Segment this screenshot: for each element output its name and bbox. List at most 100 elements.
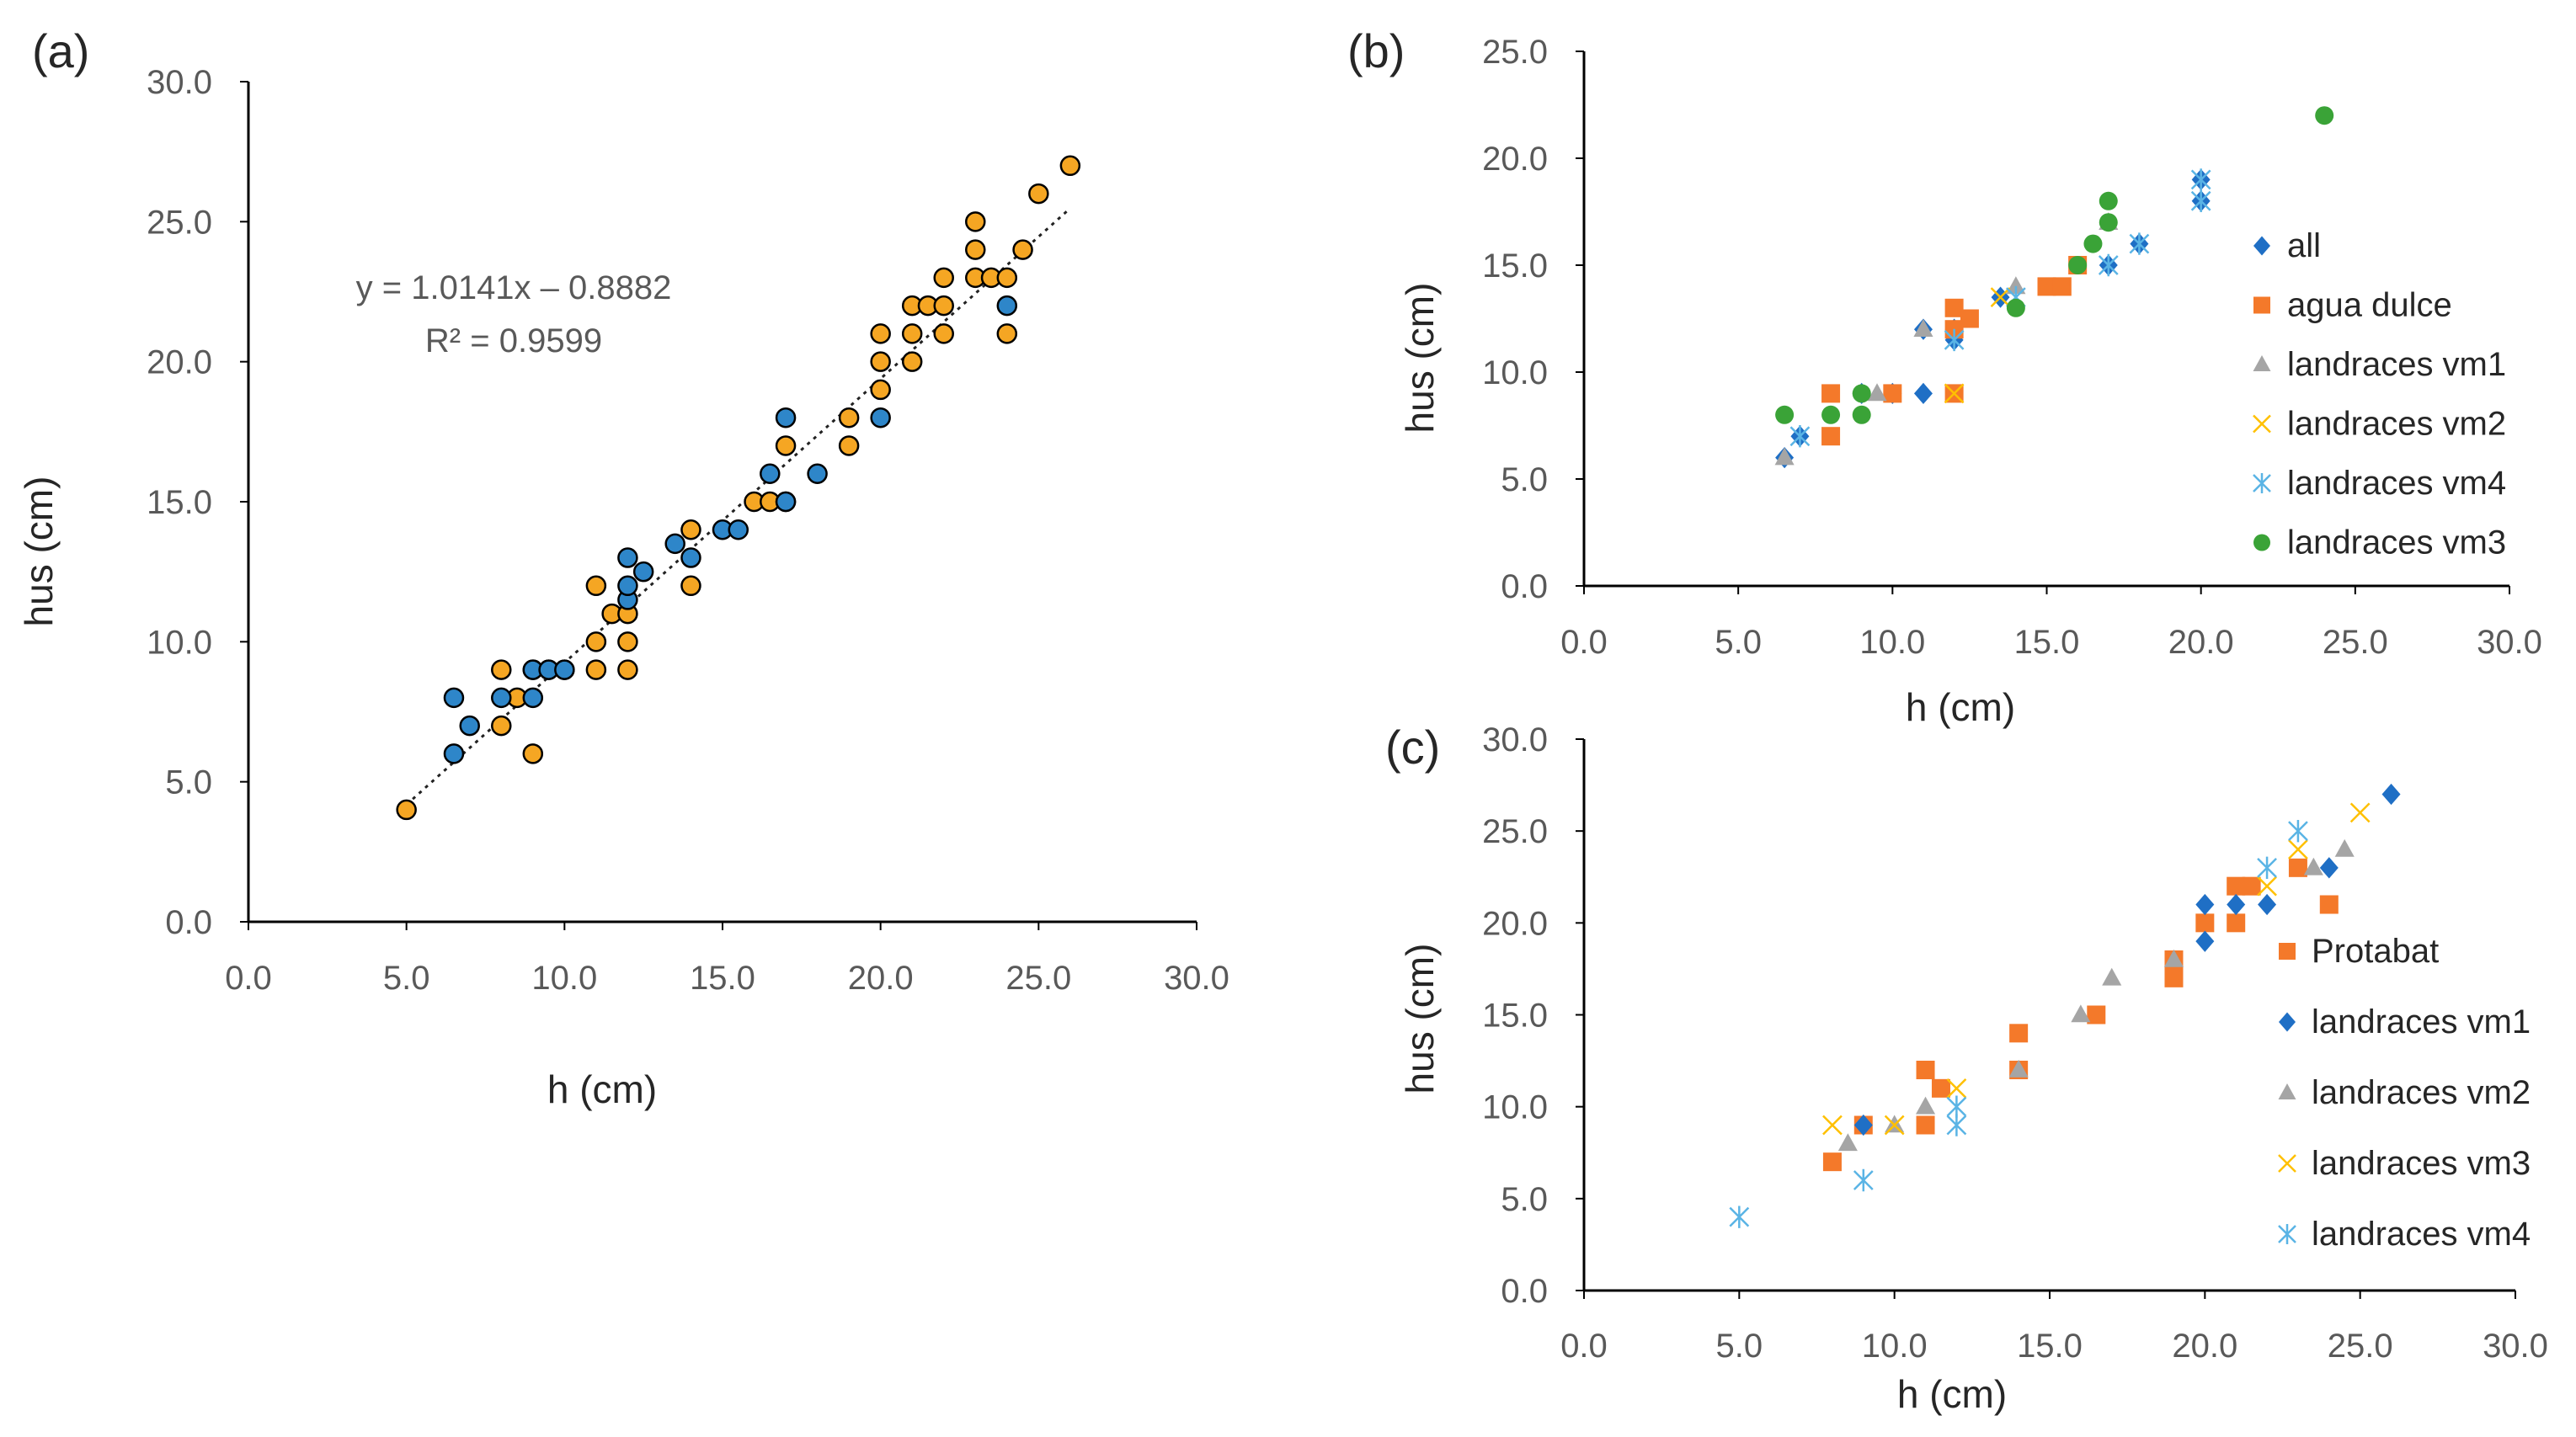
data-point bbox=[617, 659, 638, 680]
data-point bbox=[443, 687, 465, 709]
chart-a: 0.0 5.0 10.0 15.0 20.0 25.0 30.0 0.0 5.0 10.0 15.0… bbox=[17, 64, 1229, 1111]
y-tick-label: 15.0 bbox=[1482, 998, 1548, 1035]
legend-label: landraces vm1 bbox=[2312, 1003, 2531, 1040]
data-point bbox=[2349, 802, 2371, 823]
x-tick-label: 10.0 bbox=[1862, 1328, 1928, 1365]
x-tick-label: 20.0 bbox=[2172, 1328, 2237, 1365]
data-point bbox=[870, 407, 891, 428]
x-tick-label: 25.0 bbox=[2323, 624, 2388, 661]
x-tick-label: 10.0 bbox=[1859, 624, 1925, 661]
data-point bbox=[1821, 427, 1841, 446]
data-point bbox=[2242, 876, 2261, 896]
chart-b-points bbox=[1774, 106, 2334, 469]
data-point bbox=[901, 351, 923, 372]
data-point bbox=[1774, 447, 1795, 466]
data-point bbox=[965, 239, 986, 260]
data-point bbox=[2087, 1005, 2106, 1025]
legend-label: landraces vm4 bbox=[2312, 1216, 2531, 1253]
data-point bbox=[728, 519, 749, 540]
chart-c-ticks: 0.0 5.0 10.0 15.0 20.0 25.0 30.0 0.0 5.0 10.0 15.0… bbox=[1482, 721, 2548, 1365]
data-point bbox=[1913, 319, 1933, 337]
y-tick-label: 15.0 bbox=[147, 484, 212, 521]
legend-label: Protabat bbox=[2312, 933, 2439, 970]
legend-label: landraces vm3 bbox=[2312, 1145, 2531, 1182]
data-point bbox=[870, 379, 891, 401]
data-point bbox=[2037, 277, 2056, 296]
data-point bbox=[2163, 949, 2184, 967]
data-point bbox=[1944, 328, 1965, 352]
data-point bbox=[617, 631, 638, 652]
data-point bbox=[2008, 1059, 2029, 1078]
data-point bbox=[1822, 1115, 1843, 1136]
legend-marker bbox=[2279, 943, 2296, 960]
legend-label: landraces vm2 bbox=[2312, 1074, 2531, 1111]
x-tick-label: 5.0 bbox=[1715, 624, 1762, 661]
data-point bbox=[2288, 839, 2308, 860]
data-point bbox=[1960, 309, 1979, 328]
chart-a-trend-r2: R² = 0.9599 bbox=[425, 322, 602, 359]
data-point bbox=[1916, 1061, 1935, 1079]
y-tick-label: 5.0 bbox=[165, 764, 212, 801]
data-point bbox=[617, 575, 638, 597]
y-tick-label: 0.0 bbox=[1501, 1273, 1548, 1310]
data-point bbox=[2303, 857, 2323, 876]
data-point bbox=[2190, 168, 2211, 191]
legend-label: landraces vm4 bbox=[2287, 465, 2506, 502]
y-tick-label: 20.0 bbox=[1482, 141, 1548, 178]
x-tick-label: 0.0 bbox=[1560, 624, 1608, 661]
chart-c-legend: Protabat landraces vm1 landraces vm2 landra… bbox=[2278, 933, 2531, 1253]
legend-marker bbox=[2278, 1154, 2296, 1173]
y-tick-label: 25.0 bbox=[1482, 34, 1548, 71]
data-point bbox=[1853, 1114, 1873, 1136]
legend-marker bbox=[2253, 534, 2270, 551]
x-tick-label: 25.0 bbox=[1005, 960, 1071, 997]
y-tick-label: 30.0 bbox=[147, 64, 212, 101]
chart-b-ticks: 0.0 5.0 10.0 15.0 20.0 25.0 30.0 0.0 5.0 10.0 15.0… bbox=[1482, 34, 2542, 661]
data-point bbox=[680, 519, 701, 540]
data-point bbox=[2227, 913, 2246, 933]
data-point bbox=[1852, 384, 1871, 403]
legend-marker bbox=[2253, 473, 2271, 493]
chart-b-y-label: hus (cm) bbox=[1398, 283, 1442, 434]
chart-a-trend-equation: y = 1.0141x – 0.8882 bbox=[356, 269, 672, 306]
data-point bbox=[1837, 1133, 1858, 1152]
data-point bbox=[870, 323, 891, 344]
data-point bbox=[1944, 298, 1964, 317]
data-point bbox=[2164, 968, 2184, 987]
data-point bbox=[901, 323, 923, 344]
data-point bbox=[775, 407, 797, 428]
x-tick-label: 20.0 bbox=[848, 960, 914, 997]
legend-marker bbox=[2278, 1224, 2296, 1244]
legend-label: landraces vm1 bbox=[2287, 346, 2506, 383]
data-point bbox=[1821, 384, 1841, 403]
data-point bbox=[585, 631, 607, 652]
y-tick-label: 0.0 bbox=[165, 904, 212, 941]
data-point bbox=[2195, 930, 2215, 952]
data-point bbox=[996, 267, 1018, 289]
data-point bbox=[807, 463, 828, 484]
data-point bbox=[1852, 405, 1871, 424]
data-point bbox=[1821, 405, 1841, 424]
x-tick-label: 30.0 bbox=[2483, 1328, 2548, 1365]
data-point bbox=[2052, 277, 2072, 296]
data-point bbox=[2319, 895, 2339, 914]
legend-marker bbox=[2253, 355, 2271, 371]
y-tick-label: 30.0 bbox=[1482, 721, 1548, 758]
data-point bbox=[1990, 287, 2011, 307]
data-point bbox=[1775, 405, 1795, 424]
data-point bbox=[664, 533, 685, 555]
data-point bbox=[554, 659, 575, 680]
data-point bbox=[2190, 189, 2211, 212]
data-point bbox=[1883, 384, 1902, 403]
data-point bbox=[1944, 383, 1965, 404]
x-tick-label: 25.0 bbox=[2328, 1328, 2393, 1365]
data-point bbox=[2102, 967, 2122, 986]
data-point bbox=[996, 323, 1018, 344]
data-point bbox=[1915, 1096, 1936, 1115]
y-tick-label: 10.0 bbox=[147, 624, 212, 661]
data-point bbox=[2129, 232, 2150, 255]
x-tick-label: 5.0 bbox=[1716, 1328, 1763, 1365]
legend-label: landraces vm3 bbox=[2287, 524, 2506, 561]
